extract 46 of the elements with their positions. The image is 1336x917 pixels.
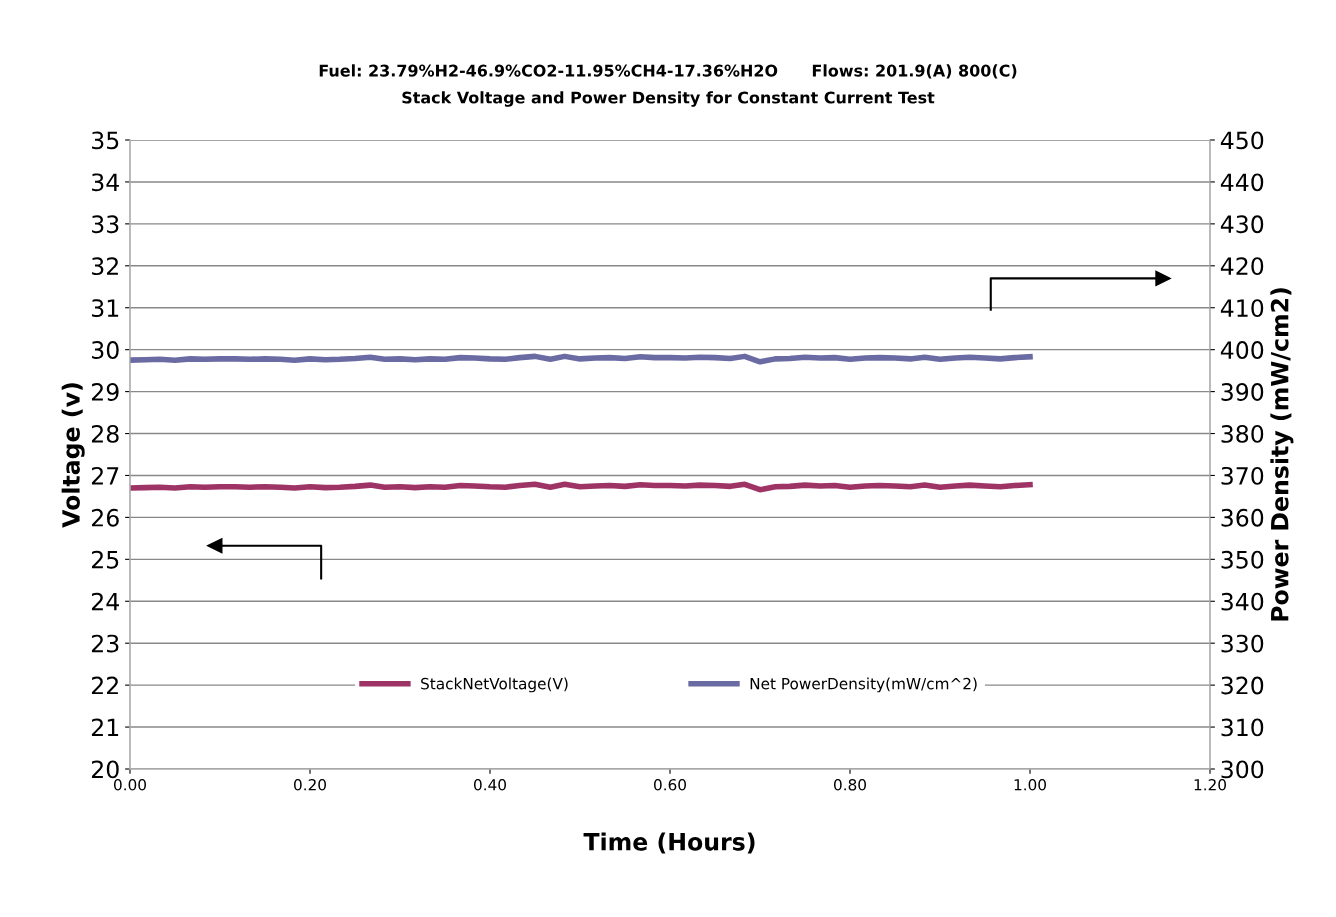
y-tick-label: 21 xyxy=(91,718,119,737)
legend-label: Net PowerDensity(mW/cm^2) xyxy=(750,677,977,693)
x-tick-label: 1.00 xyxy=(1014,778,1046,791)
y-tick-label: 32 xyxy=(92,257,118,276)
y2-tick-label: 300 xyxy=(1221,760,1264,779)
y2-tick-label: 400 xyxy=(1220,341,1264,359)
y2-tick-label: 310 xyxy=(1221,718,1264,737)
chart-subtitle: Stack Voltage and Power Density for Constant Current Test xyxy=(402,91,935,107)
y-tick-label: 26 xyxy=(91,508,119,527)
y2-tick-label: 360 xyxy=(1221,508,1264,527)
y-tick-label: 27 xyxy=(91,466,119,485)
y-tick-label: 28 xyxy=(91,424,119,443)
x-tick-label: 0.60 xyxy=(654,778,686,791)
x-tick-label: 0.40 xyxy=(474,778,506,791)
y-axis-title: Voltage (v) xyxy=(61,383,85,528)
y-tick-label: 24 xyxy=(91,592,119,611)
y-tick-label: 35 xyxy=(92,131,119,150)
x-tick-label: 0.80 xyxy=(834,778,866,791)
x-axis-title: Time (Hours) xyxy=(583,832,755,854)
y2-tick-label: 350 xyxy=(1221,550,1264,569)
y-tick-label: 25 xyxy=(91,550,119,569)
y-tick-label: 22 xyxy=(91,676,118,695)
y-tick-label: 23 xyxy=(91,634,119,653)
y2-tick-label: 390 xyxy=(1221,383,1264,401)
y2-tick-label: 370 xyxy=(1221,466,1264,485)
y2-tick-label: 420 xyxy=(1220,257,1264,276)
y-tick-label: 20 xyxy=(91,760,119,779)
y-tick-label: 34 xyxy=(92,173,119,192)
x-tick-label: 1.20 xyxy=(1194,778,1226,791)
y2-tick-label: 380 xyxy=(1221,424,1264,443)
y2-tick-label: 450 xyxy=(1220,131,1264,150)
x-tick-label: 0.00 xyxy=(114,778,146,791)
y-tick-label: 33 xyxy=(92,215,119,234)
chart-title: Fuel: 23.79%H2-46.9%CO2-11.95%CH4-17.36%H2O Flows: 201.9(A) 800(C) xyxy=(319,64,1017,79)
legend-label: StackNetVoltage(V) xyxy=(421,677,568,693)
y-tick-label: 30 xyxy=(92,341,119,359)
y-tick-label: 29 xyxy=(91,383,119,401)
y2-tick-label: 330 xyxy=(1221,634,1264,653)
y2-tick-label: 410 xyxy=(1220,299,1264,318)
y-tick-label: 31 xyxy=(92,299,119,318)
x-tick-label: 0.20 xyxy=(294,778,326,791)
y2-tick-label: 320 xyxy=(1221,676,1264,695)
y2-axis-title: Power Density (mW/cm2) xyxy=(1270,288,1294,621)
y2-tick-label: 340 xyxy=(1221,592,1264,611)
y2-tick-label: 430 xyxy=(1220,215,1264,234)
y2-tick-label: 440 xyxy=(1220,173,1264,192)
